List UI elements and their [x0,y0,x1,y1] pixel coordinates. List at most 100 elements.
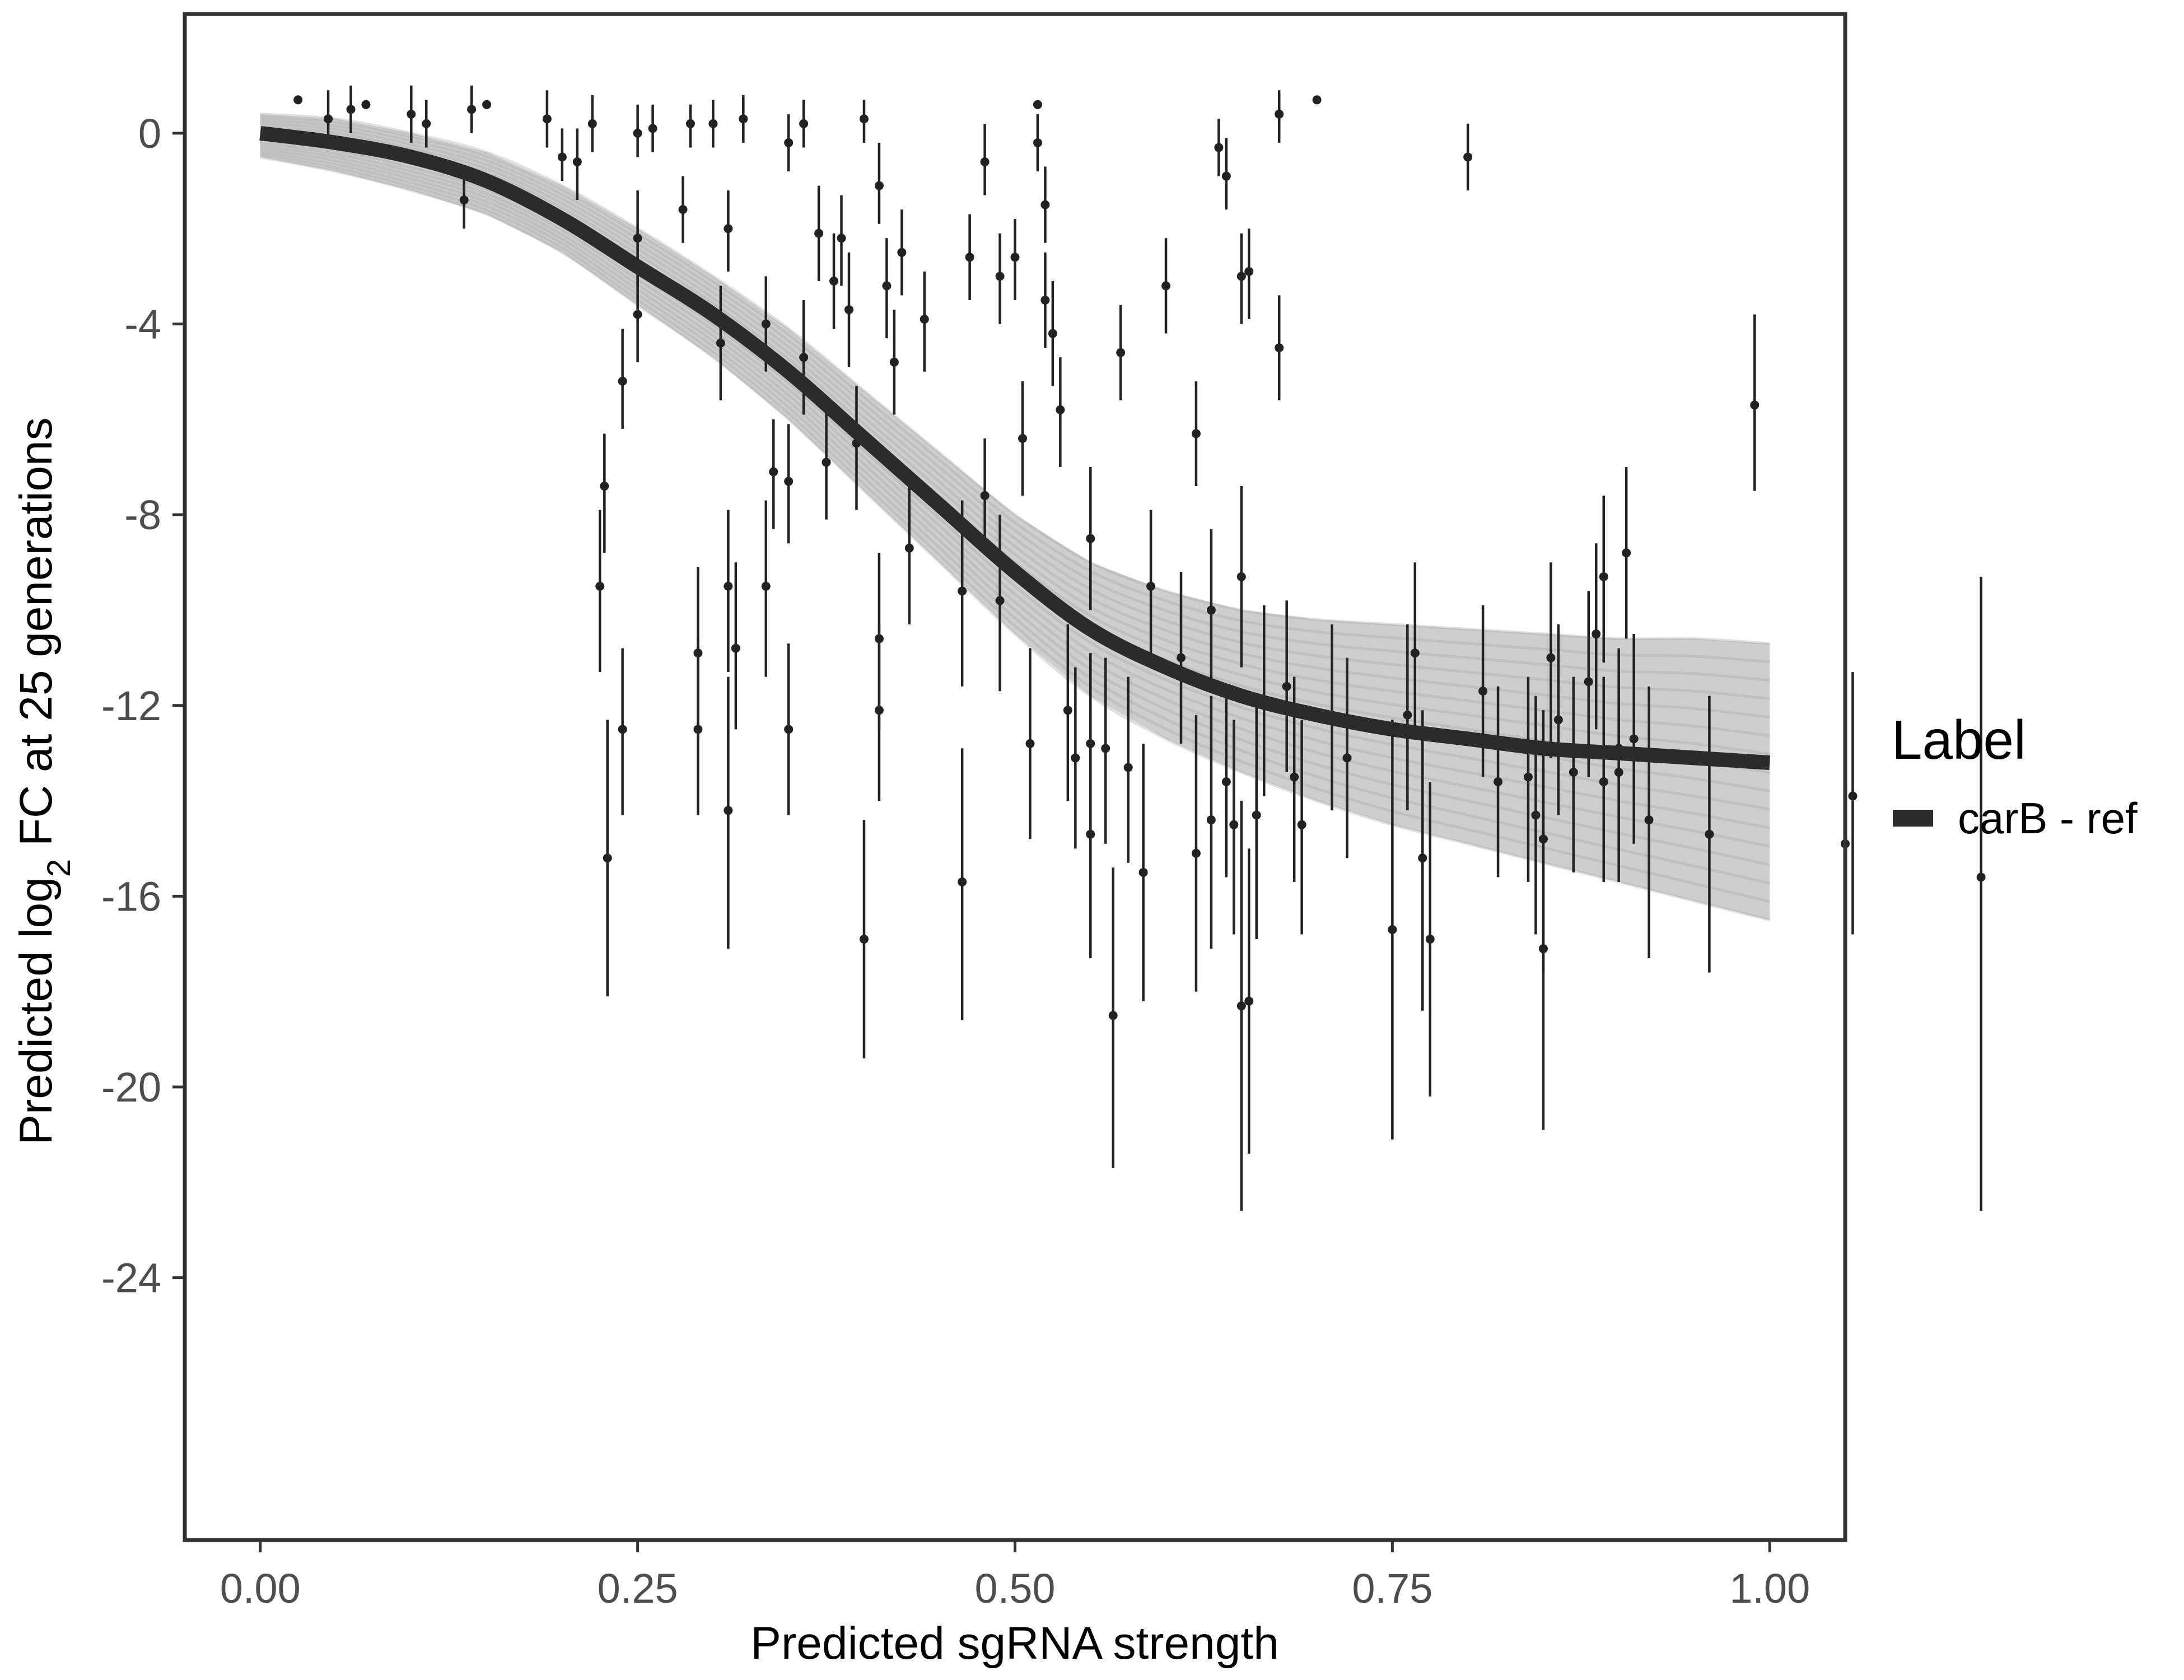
posterior-band-area [260,114,1770,920]
data-point [1622,466,1631,639]
point-marker [1033,138,1042,147]
data-point [1569,676,1578,872]
data-point [557,128,567,181]
point-marker [920,315,929,324]
data-point [1538,767,1548,1130]
point-marker [874,706,884,715]
point-marker [1622,548,1631,558]
data-point [784,643,794,815]
point-marker [859,935,869,944]
y-axis-title: Predicted log2 FC at 25 generations [11,417,77,1145]
point-marker [1342,753,1352,763]
x-tick-label: 0.50 [974,1565,1055,1612]
data-point [799,300,809,415]
point-marker [633,310,642,319]
data-point [995,515,1005,692]
data-point [731,562,740,730]
point-marker [1206,815,1216,825]
x-axis-title: Predicted sgRNA strength [750,1618,1278,1669]
point-marker [467,105,477,114]
point-marker [1063,706,1072,715]
data-point [837,195,846,286]
point-marker [716,338,725,348]
point-marker [889,357,899,367]
data-point [542,90,552,148]
point-marker [708,119,718,128]
posterior-band [260,114,1770,920]
point-marker [784,138,794,147]
data-point [874,624,884,801]
data-point [1425,782,1435,1097]
point-marker [897,248,907,257]
x-tick-label: 0.75 [1352,1565,1432,1612]
data-point [1071,667,1080,849]
point-marker [874,181,884,190]
point-marker [1206,605,1216,615]
data-point [1040,252,1050,348]
point-marker [1282,682,1291,691]
data-point [1297,720,1306,935]
point-marker [1750,400,1760,410]
data-point [859,820,869,1058]
point-marker [1033,100,1042,109]
point-marker [1108,1011,1118,1020]
point-marker [1705,829,1714,839]
point-marker [1138,867,1148,877]
point-marker [769,467,778,477]
point-marker [1584,677,1593,687]
point-marker [980,491,990,501]
posterior-draw [260,113,1770,645]
point-marker [731,643,740,653]
data-point [1123,676,1133,863]
data-point [346,85,356,133]
data-point [829,233,839,329]
point-marker [685,119,695,128]
data-point [1108,867,1118,1168]
legend: Label carB - ref [1892,709,2138,843]
point-marker [1236,1001,1246,1011]
data-point [1410,562,1420,739]
data-point [1252,696,1261,940]
data-point [920,271,929,372]
point-marker [1018,433,1027,443]
data-point [1592,543,1601,730]
data-point [1236,486,1246,668]
posterior-draw [260,156,1770,922]
point-marker [958,877,967,886]
data-point [799,100,809,148]
point-marker [482,100,492,109]
point-marker [1123,763,1133,772]
data-point [482,100,492,109]
data-point [784,114,794,172]
point-marker [633,128,642,138]
data-point [1048,281,1057,386]
data-point [724,676,733,949]
point-marker [648,124,657,133]
data-point [1553,624,1563,815]
point-marker [542,114,552,124]
data-point [1275,90,1284,143]
data-point [1191,381,1201,487]
data-point [1312,95,1322,105]
data-point [1191,715,1201,992]
data-point [1282,600,1291,772]
point-marker [844,305,853,314]
data-point [1221,138,1231,210]
point-marker [837,234,846,243]
point-marker [1116,348,1126,357]
point-marker [958,586,967,596]
point-marker [293,95,303,105]
point-marker [814,228,824,238]
point-marker [324,114,333,124]
y-axis-title-prefix: Predicted log [11,877,62,1145]
data-point [1244,228,1254,319]
point-marker [1418,853,1427,863]
point-marker [1221,171,1231,181]
point-marker [761,581,771,591]
data-point [724,510,733,673]
data-point [1101,657,1110,844]
x-tick-label: 0.00 [220,1565,301,1612]
posterior-draw [260,152,1770,903]
data-point [769,419,778,529]
